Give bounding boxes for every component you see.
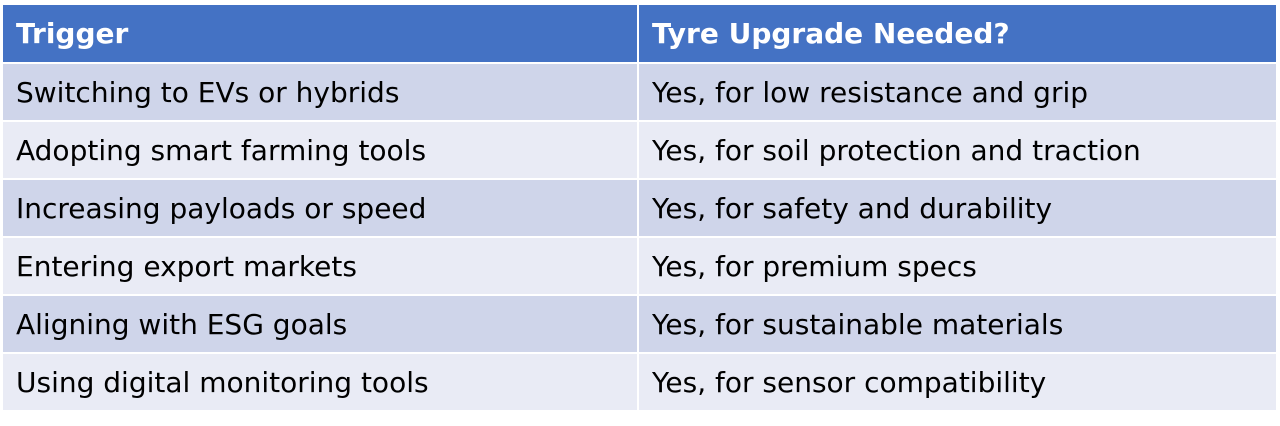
table-cell: Increasing payloads or speed — [3, 178, 638, 237]
table-cell: Aligning with ESG goals — [3, 294, 638, 353]
table-cell: Entering export markets — [3, 236, 638, 295]
table-cell: Yes, for sustainable materials — [637, 294, 1276, 353]
table-cell: Yes, for low resistance and grip — [637, 62, 1276, 121]
table-cell: Yes, for safety and durability — [637, 178, 1276, 237]
table-row: Increasing payloads or speed Yes, for saf… — [3, 178, 1276, 237]
table-header: Trigger Tyre Upgrade Needed? — [3, 5, 1276, 63]
table-row: Aligning with ESG goals Yes, for sustaina… — [3, 294, 1276, 353]
table-cell: Yes, for premium specs — [637, 236, 1276, 295]
table-cell: Adopting smart farming tools — [3, 120, 638, 179]
header-row: Trigger Tyre Upgrade Needed? — [3, 5, 1276, 63]
table-cell: Switching to EVs or hybrids — [3, 62, 638, 121]
table-cell: Yes, for sensor compatibility — [637, 352, 1276, 410]
table-cell: Using digital monitoring tools — [3, 352, 638, 410]
table-body: Switching to EVs or hybrids Yes, for low … — [3, 62, 1276, 410]
table-cell: Yes, for soil protection and traction — [637, 120, 1276, 179]
table-row: Switching to EVs or hybrids Yes, for low … — [3, 62, 1276, 121]
table-row: Using digital monitoring tools Yes, for s… — [3, 352, 1276, 410]
table: Trigger Tyre Upgrade Needed? Switching t… — [3, 5, 1276, 410]
table-row: Entering export markets Yes, for premium … — [3, 236, 1276, 295]
header-cell: Tyre Upgrade Needed? — [637, 5, 1276, 63]
header-cell: Trigger — [3, 5, 638, 63]
table-row: Adopting smart farming tools Yes, for soi… — [3, 120, 1276, 179]
